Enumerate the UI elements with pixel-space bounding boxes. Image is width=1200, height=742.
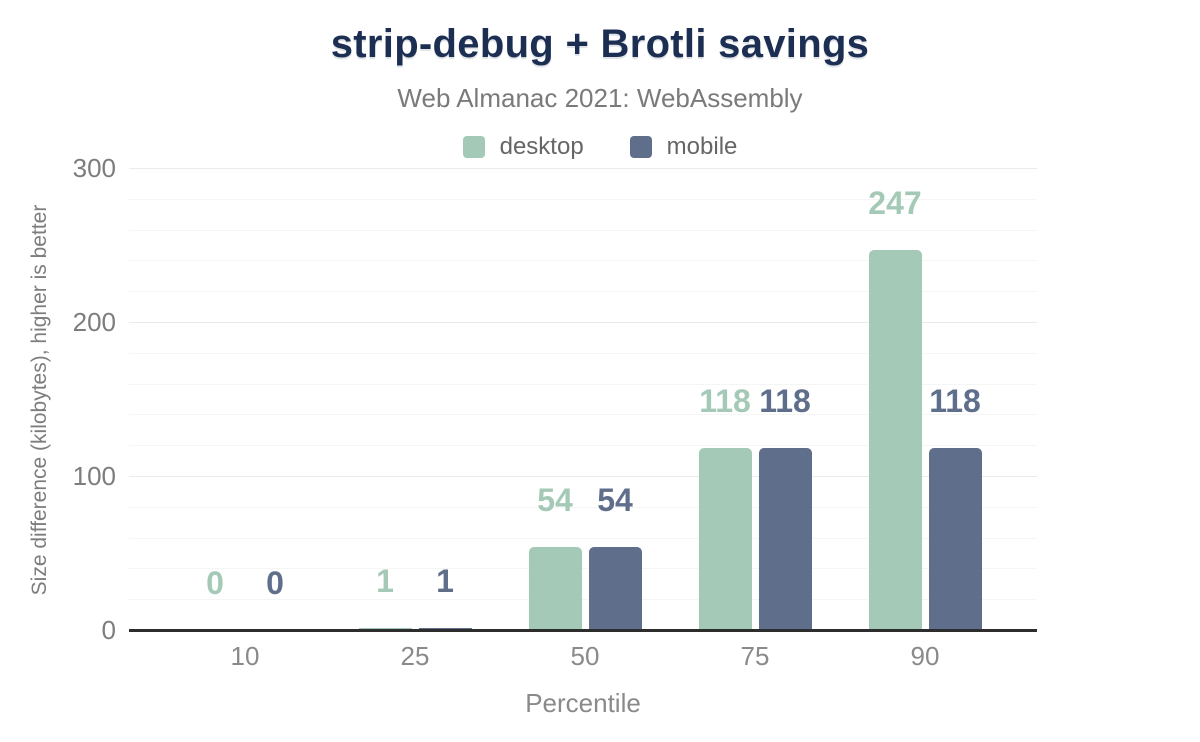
bar-mobile-p90 (928, 448, 982, 630)
gridline-100 (129, 476, 1037, 477)
desktop-swatch (462, 136, 485, 158)
bar-desktop-p90 (868, 249, 922, 630)
x-tick-25: 25 (400, 641, 430, 671)
value-label-mobile-p50: 54 (597, 481, 633, 518)
gridline-260 (129, 229, 1037, 231)
gridline-20 (129, 599, 1037, 601)
x-tick-50: 50 (570, 641, 600, 671)
gridline-240 (129, 260, 1037, 262)
y-axis-title: Size difference (kilobytes), higher is b… (28, 204, 51, 596)
legend-label-mobile: mobile (666, 133, 738, 160)
gridline-220 (129, 291, 1037, 293)
x-axis-title: Percentile (525, 688, 641, 718)
bar-desktop-p75 (698, 448, 752, 630)
value-label-desktop-p75: 118 (699, 383, 751, 420)
gridline-40 (129, 568, 1037, 570)
bar-desktop-p50 (528, 546, 582, 630)
legend-label-desktop: desktop (499, 133, 584, 160)
gridline-160 (129, 383, 1037, 385)
gridline-300 (129, 168, 1037, 169)
bar-mobile-p50 (588, 546, 642, 630)
mobile-swatch (629, 136, 652, 158)
value-label-mobile-p25: 1 (436, 563, 454, 600)
value-label-desktop-p90: 247 (868, 184, 922, 221)
gridline-60 (129, 537, 1037, 539)
y-tick-200: 200 (72, 307, 116, 337)
y-tick-0: 0 (101, 615, 116, 645)
legend-item-desktop: desktop (462, 133, 584, 161)
legend-item-mobile: mobile (629, 133, 738, 161)
chart-title: strip-debug + Brotli savings (330, 22, 870, 66)
gridline-280 (129, 198, 1037, 200)
value-label-desktop-p25: 1 (376, 563, 394, 600)
gridline-120 (129, 445, 1037, 447)
value-label-mobile-p10: 0 (266, 565, 284, 601)
gridline-140 (129, 414, 1037, 416)
value-label-mobile-p75: 118 (759, 383, 811, 420)
gridline-80 (129, 506, 1037, 508)
value-label-desktop-p50: 54 (537, 481, 573, 518)
x-axis-line (129, 629, 1037, 632)
bar-mobile-p75 (758, 448, 812, 630)
gridline-180 (129, 352, 1037, 354)
x-tick-10: 10 (230, 641, 260, 671)
chart-subtitle: Web Almanac 2021: WebAssembly (397, 83, 803, 113)
legend: desktop mobile (0, 133, 1200, 161)
gridline-200 (129, 322, 1037, 323)
y-tick-100: 100 (72, 461, 116, 491)
x-tick-90: 90 (910, 641, 940, 671)
y-tick-300: 300 (72, 153, 116, 183)
x-tick-75: 75 (740, 641, 770, 671)
value-label-mobile-p90: 118 (929, 383, 981, 420)
value-label-desktop-p10: 0 (206, 565, 224, 601)
